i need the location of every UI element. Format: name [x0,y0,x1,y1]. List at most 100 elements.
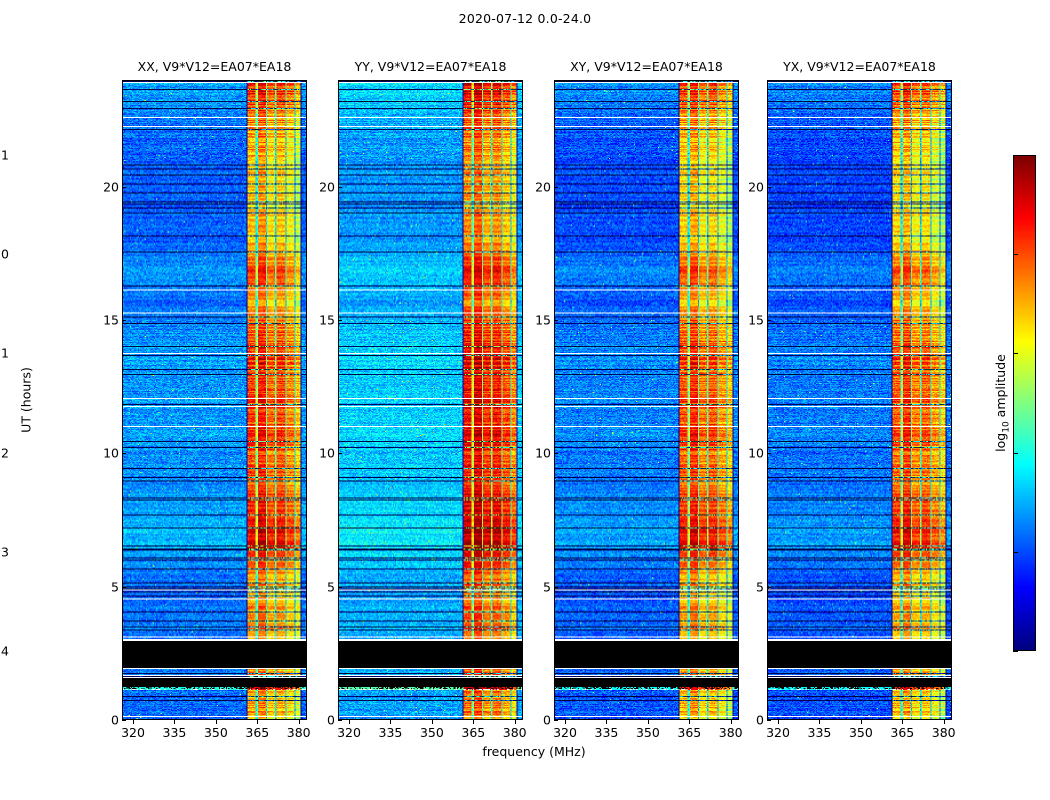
x-tick-label: 350 [203,725,228,740]
y-tick-label: 5 [756,579,764,595]
colorbar-tick-label: −1 [0,345,9,361]
x-tick-mark [860,720,862,724]
y-tick-mark [122,320,126,321]
waterfall-canvas-xy [555,81,738,719]
y-axis-label: UT (hours) [18,367,34,433]
colorbar-tick-mark [1013,254,1018,256]
colorbar-tick-mark [1013,452,1018,454]
panel-title-yy: YY, V9*V12=EA07*EA18 [354,59,507,74]
y-tick-mark [554,586,558,588]
x-tick-mark [514,720,516,724]
x-tick-label: 350 [635,725,660,740]
x-tick-label: 365 [461,725,486,740]
x-tick-label: 320 [766,725,790,740]
x-tick-mark [349,720,351,724]
x-tick-label: 320 [121,725,145,740]
waterfall-canvas-xx [123,81,306,719]
y-tick-label: 10 [319,445,335,461]
y-tick-mark [767,586,771,588]
y-tick-label: 15 [748,312,764,328]
colorbar-tick-mark [1013,651,1018,652]
y-tick-label: 5 [327,579,335,595]
x-tick-label: 320 [553,725,577,740]
x-tick-label: 335 [378,725,403,740]
x-tick-mark [606,720,608,724]
y-tick-label: 10 [535,445,551,461]
y-tick-mark [554,453,558,455]
x-tick-mark [778,720,780,724]
y-tick-mark [338,586,342,588]
colorbar-tick-label: −2 [0,445,9,461]
panel-title-xy: XY, V9*V12=EA07*EA18 [570,59,723,74]
y-tick-mark [122,453,126,455]
x-tick-mark [647,720,649,724]
waterfall-canvas-yy [339,81,522,719]
panel-yx: YX, V9*V12=EA07*EA18 [767,59,952,720]
y-tick-mark [338,720,342,721]
x-tick-mark [257,720,259,724]
x-tick-label: 350 [419,725,444,740]
x-tick-mark [565,720,567,724]
waterfall-axes-xy[interactable] [554,80,739,720]
y-tick-mark [554,186,558,188]
y-tick-label: 5 [111,579,119,595]
y-tick-mark [122,586,126,588]
colorbar-tick-mark [1013,353,1018,355]
y-tick-label: 0 [327,712,335,728]
y-tick-mark [554,720,558,721]
x-tick-label: 320 [337,725,361,740]
y-tick-label: 15 [535,312,551,328]
x-tick-mark [730,720,732,724]
y-tick-mark [767,720,771,721]
y-tick-label: 10 [103,445,119,461]
x-tick-mark [819,720,821,724]
waterfall-axes-yx[interactable] [767,80,952,720]
x-tick-mark [133,720,135,724]
y-tick-label: 20 [535,179,551,195]
y-tick-label: 20 [748,179,764,195]
colorbar-tick-label: −4 [0,643,9,659]
colorbar-gradient [1014,156,1035,650]
y-tick-mark [767,453,771,455]
colorbar-tick-label: 1 [1,147,9,163]
x-tick-mark [689,720,691,724]
x-tick-mark [943,720,945,724]
colorbar-tick-mark [1013,551,1018,553]
y-tick-mark [554,320,558,321]
y-tick-label: 10 [748,445,764,461]
y-tick-label: 20 [103,179,119,195]
x-tick-label: 380 [502,725,527,740]
y-tick-label: 15 [103,312,119,328]
x-tick-label: 335 [162,725,187,740]
x-tick-label: 365 [890,725,915,740]
panel-title-yx: YX, V9*V12=EA07*EA18 [783,59,936,74]
x-tick-label: 365 [677,725,702,740]
figure-suptitle: 2020-07-12 0.0-24.0 [458,11,592,26]
x-tick-mark [473,720,475,724]
y-tick-mark [338,453,342,455]
panel-xx: XX, V9*V12=EA07*EA18 [122,59,307,720]
y-tick-label: 0 [756,712,764,728]
colorbar-tick-label: 0 [1,246,9,262]
y-tick-mark [338,320,342,321]
colorbar[interactable] [1013,155,1036,651]
x-tick-label: 335 [807,725,832,740]
x-tick-mark [431,720,433,724]
colorbar-tick-mark [1013,155,1018,156]
x-tick-label: 335 [594,725,619,740]
y-tick-label: 0 [111,712,119,728]
x-tick-label: 365 [245,725,270,740]
x-tick-mark [390,720,392,724]
y-tick-mark [767,320,771,321]
waterfall-axes-yy[interactable] [338,80,523,720]
x-tick-label: 380 [931,725,956,740]
y-tick-mark [122,720,126,721]
waterfall-canvas-yx [768,81,951,719]
y-tick-label: 20 [319,179,335,195]
x-tick-mark [298,720,300,724]
x-axis-label: frequency (MHz) [482,744,586,759]
y-tick-label: 15 [319,312,335,328]
y-tick-mark [767,186,771,188]
waterfall-axes-xx[interactable] [122,80,307,720]
x-tick-mark [902,720,904,724]
